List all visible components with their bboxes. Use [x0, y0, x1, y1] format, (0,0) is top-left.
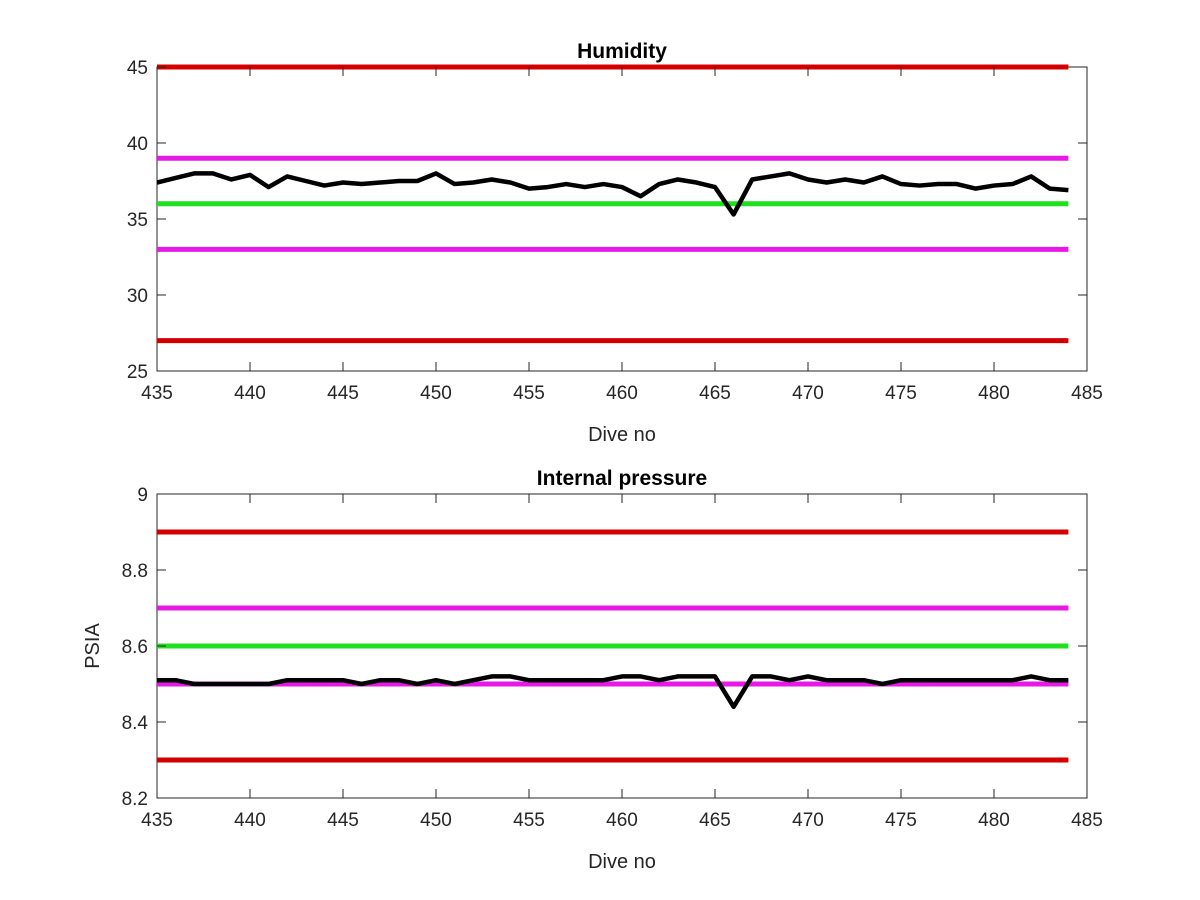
- internal-pressure-x-tick-label: 470: [792, 810, 824, 831]
- humidity-x-tick-label: 470: [792, 383, 824, 404]
- internal-pressure-y-tick-label: 8.4: [122, 713, 149, 734]
- humidity-x-tick-label: 460: [606, 383, 638, 404]
- internal-pressure-x-tick-label: 445: [327, 810, 359, 831]
- humidity-y-tick-label: 35: [127, 210, 148, 231]
- humidity-x-tick-label: 480: [978, 383, 1010, 404]
- internal-pressure-y-tick-label: 8.8: [122, 561, 148, 582]
- humidity-y-tick-label: 40: [127, 134, 148, 155]
- humidity-y-tick-label: 25: [127, 362, 148, 383]
- humidity-x-tick-label: 465: [699, 383, 731, 404]
- internal-pressure-x-tick-label: 465: [699, 810, 731, 831]
- internal-pressure-x-tick-label: 435: [141, 810, 173, 831]
- internal-pressure-x-tick-label: 455: [513, 810, 545, 831]
- internal-pressure-x-tick-label: 485: [1071, 810, 1103, 831]
- humidity-x-tick-label: 435: [141, 383, 173, 404]
- humidity-plot-area: [156, 66, 1088, 372]
- humidity-x-tick-label: 450: [420, 383, 452, 404]
- humidity-y-tick-label: 45: [127, 58, 148, 79]
- internal-pressure-x-tick-label: 475: [885, 810, 917, 831]
- internal-pressure-y-tick-label: 8.2: [122, 789, 148, 810]
- internal-pressure-x-tick-label: 460: [606, 810, 638, 831]
- internal-pressure-x-axis-label: Dive no: [588, 851, 656, 873]
- humidity-x-tick-label: 485: [1071, 383, 1103, 404]
- internal-pressure-plot: 435 440 445 450 455 460 465 470 475 480 485 8.2 8.4…: [82, 467, 1103, 873]
- internal-pressure-y-tick-label: 8.6: [122, 637, 148, 658]
- humidity-series-line: [156, 171, 1069, 217]
- internal-pressure-x-tick-label: 480: [978, 810, 1010, 831]
- humidity-x-tick-label: 455: [513, 383, 545, 404]
- humidity-x-tick-label: 475: [885, 383, 917, 404]
- humidity-title: Humidity: [577, 40, 667, 63]
- internal-pressure-x-tick-label: 450: [420, 810, 452, 831]
- internal-pressure-series-line: [157, 674, 1069, 710]
- humidity-x-tick-label: 440: [234, 383, 266, 404]
- internal-pressure-title: Internal pressure: [537, 467, 707, 490]
- humidity-y-tick-label: 30: [127, 286, 148, 307]
- internal-pressure-y-axis-label: PSIA: [82, 623, 104, 669]
- internal-pressure-x-tick-label: 440: [234, 810, 266, 831]
- humidity-x-tick-label: 445: [327, 383, 359, 404]
- internal-pressure-y-tick-label: 9: [137, 485, 148, 506]
- humidity-x-axis-label: Dive no: [588, 424, 656, 446]
- humidity-plot: 435 440 445 450 455 460 465 470 475 480 485 25 30 35…: [127, 40, 1103, 446]
